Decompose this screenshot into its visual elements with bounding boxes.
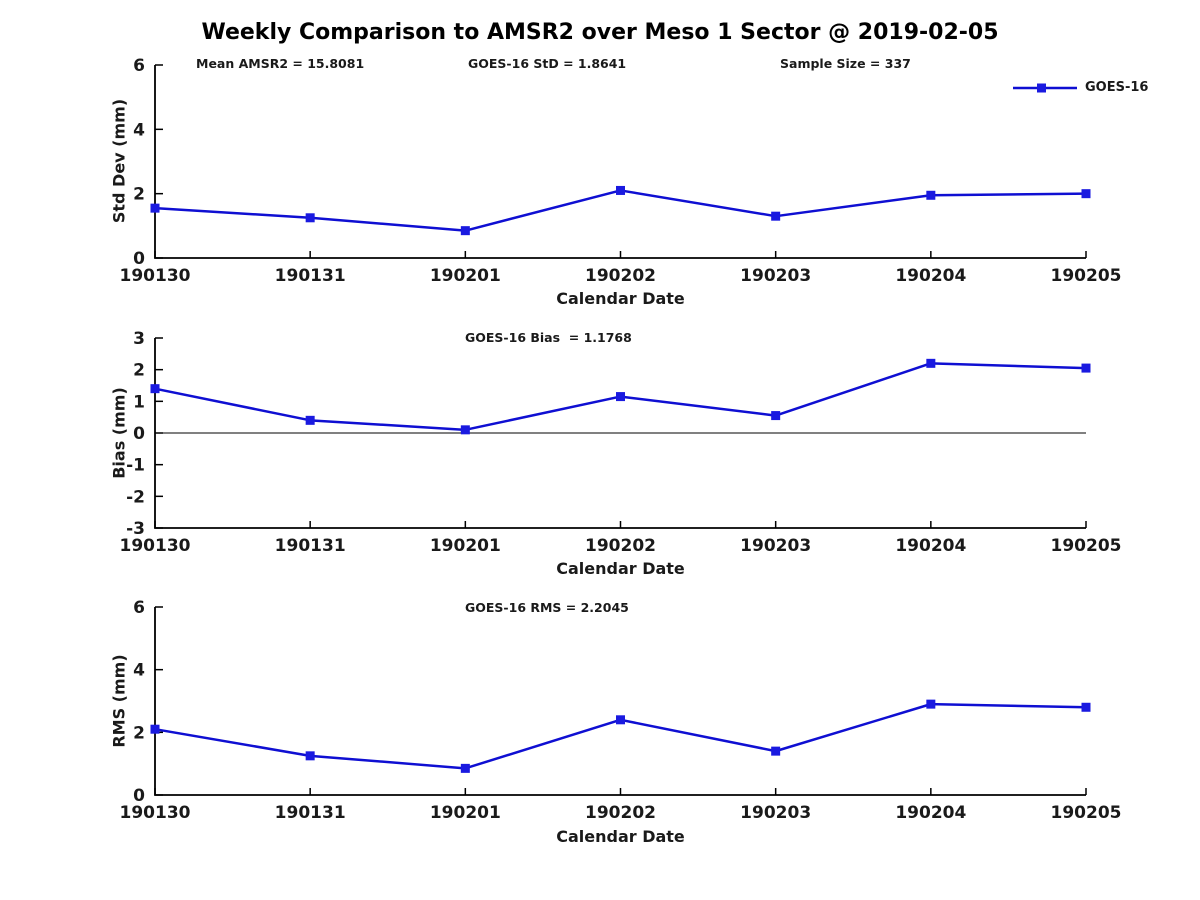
x-tick-label: 190130 bbox=[120, 536, 191, 556]
subplot-rms: 0 2 4 6 190130 190131 190201 190202 190203 190204… bbox=[120, 598, 1122, 823]
data-point-marker bbox=[305, 751, 315, 761]
xlabel-calendar-date-2: Calendar Date bbox=[556, 559, 685, 578]
data-point-marker bbox=[460, 226, 470, 236]
data-point-marker bbox=[771, 411, 781, 421]
x-tick-label: 190202 bbox=[585, 803, 656, 823]
y-tick-label: 6 bbox=[133, 598, 145, 618]
data-point-marker bbox=[771, 211, 781, 221]
y-tick-label: 2 bbox=[133, 723, 145, 743]
x-tick-label: 190131 bbox=[275, 266, 346, 286]
x-tick-label: 190203 bbox=[740, 803, 811, 823]
stat-goes16-rms: GOES-16 RMS = 2.2045 bbox=[465, 600, 629, 615]
data-point-marker bbox=[460, 763, 470, 773]
data-point-marker bbox=[1081, 702, 1091, 712]
data-point-marker bbox=[150, 724, 160, 734]
axis-spines bbox=[154, 607, 1086, 796]
data-point-marker bbox=[460, 425, 470, 435]
goes16-line bbox=[154, 189, 1087, 232]
y-tick-label: 2 bbox=[133, 185, 145, 205]
data-point-marker bbox=[150, 203, 160, 213]
x-tick-label: 190205 bbox=[1051, 266, 1122, 286]
x-tick-label: 190202 bbox=[585, 536, 656, 556]
stat-goes16-bias: GOES-16 Bias = 1.1768 bbox=[465, 330, 632, 345]
data-point-marker bbox=[305, 213, 315, 223]
x-tick-label: 190203 bbox=[740, 536, 811, 556]
data-point-marker bbox=[1081, 189, 1091, 199]
data-point-marker bbox=[616, 392, 625, 402]
legend-label: GOES-16 bbox=[1085, 80, 1149, 95]
legend-line-marker-icon bbox=[1013, 83, 1077, 92]
x-tick-label: 190131 bbox=[275, 536, 346, 556]
y-tick-label: 6 bbox=[133, 56, 145, 76]
y-tick-label: -2 bbox=[126, 487, 145, 507]
x-tick-label: 190205 bbox=[1051, 536, 1122, 556]
xlabel-calendar-date-1: Calendar Date bbox=[556, 289, 685, 308]
x-tick-label: 190203 bbox=[740, 266, 811, 286]
y-tick-label: -3 bbox=[126, 519, 145, 539]
x-tick-label: 190204 bbox=[895, 266, 966, 286]
stat-goes16-std: GOES-16 StD = 1.8641 bbox=[468, 56, 627, 71]
goes16-line bbox=[154, 702, 1087, 770]
x-tick-label: 190204 bbox=[895, 536, 966, 556]
x-tick-label: 190130 bbox=[120, 803, 191, 823]
x-tick-label: 190201 bbox=[430, 266, 501, 286]
y-tick-label: 0 bbox=[133, 424, 145, 444]
y-tick-label: 4 bbox=[133, 661, 145, 681]
stat-sample-size: Sample Size = 337 bbox=[780, 56, 911, 71]
data-point-marker bbox=[150, 384, 160, 394]
y-tick-label: 0 bbox=[133, 786, 145, 806]
x-tick-label: 190201 bbox=[430, 803, 501, 823]
data-point-marker bbox=[926, 190, 936, 200]
y-tick-label: 3 bbox=[133, 329, 145, 349]
x-tick-label: 190130 bbox=[120, 266, 191, 286]
data-point-marker bbox=[616, 715, 625, 725]
x-tick-label: 190202 bbox=[585, 266, 656, 286]
x-tick-label: 190201 bbox=[430, 536, 501, 556]
axis-spines bbox=[154, 65, 1086, 259]
data-point-marker bbox=[926, 699, 936, 709]
data-point-marker bbox=[305, 415, 315, 425]
data-point-marker bbox=[616, 185, 625, 195]
figure-title: Weekly Comparison to AMSR2 over Meso 1 S… bbox=[201, 20, 999, 45]
subplot-std-dev: 0 2 4 6 190130 190131 190201 190202 190203 190204… bbox=[120, 56, 1122, 286]
x-tick-label: 190131 bbox=[275, 803, 346, 823]
xlabel-calendar-date-3: Calendar Date bbox=[556, 827, 685, 846]
y-tick-label: 1 bbox=[133, 392, 145, 412]
x-tick-label: 190204 bbox=[895, 803, 966, 823]
y-tick-label: -1 bbox=[126, 456, 145, 476]
y-tick-label: 0 bbox=[133, 249, 145, 269]
x-tick-label: 190205 bbox=[1051, 803, 1122, 823]
data-point-marker bbox=[926, 358, 936, 368]
y-tick-label: 4 bbox=[133, 120, 145, 140]
data-point-marker bbox=[771, 746, 781, 756]
data-point-marker bbox=[1081, 363, 1091, 373]
subplot-bias: -3 -2 -1 0 1 2 3 190130 190131 190201 190202 190203… bbox=[120, 329, 1122, 556]
legend: GOES-16 bbox=[1012, 80, 1148, 95]
y-tick-label: 2 bbox=[133, 361, 145, 381]
stat-mean-amsr2: Mean AMSR2 = 15.8081 bbox=[196, 56, 365, 71]
